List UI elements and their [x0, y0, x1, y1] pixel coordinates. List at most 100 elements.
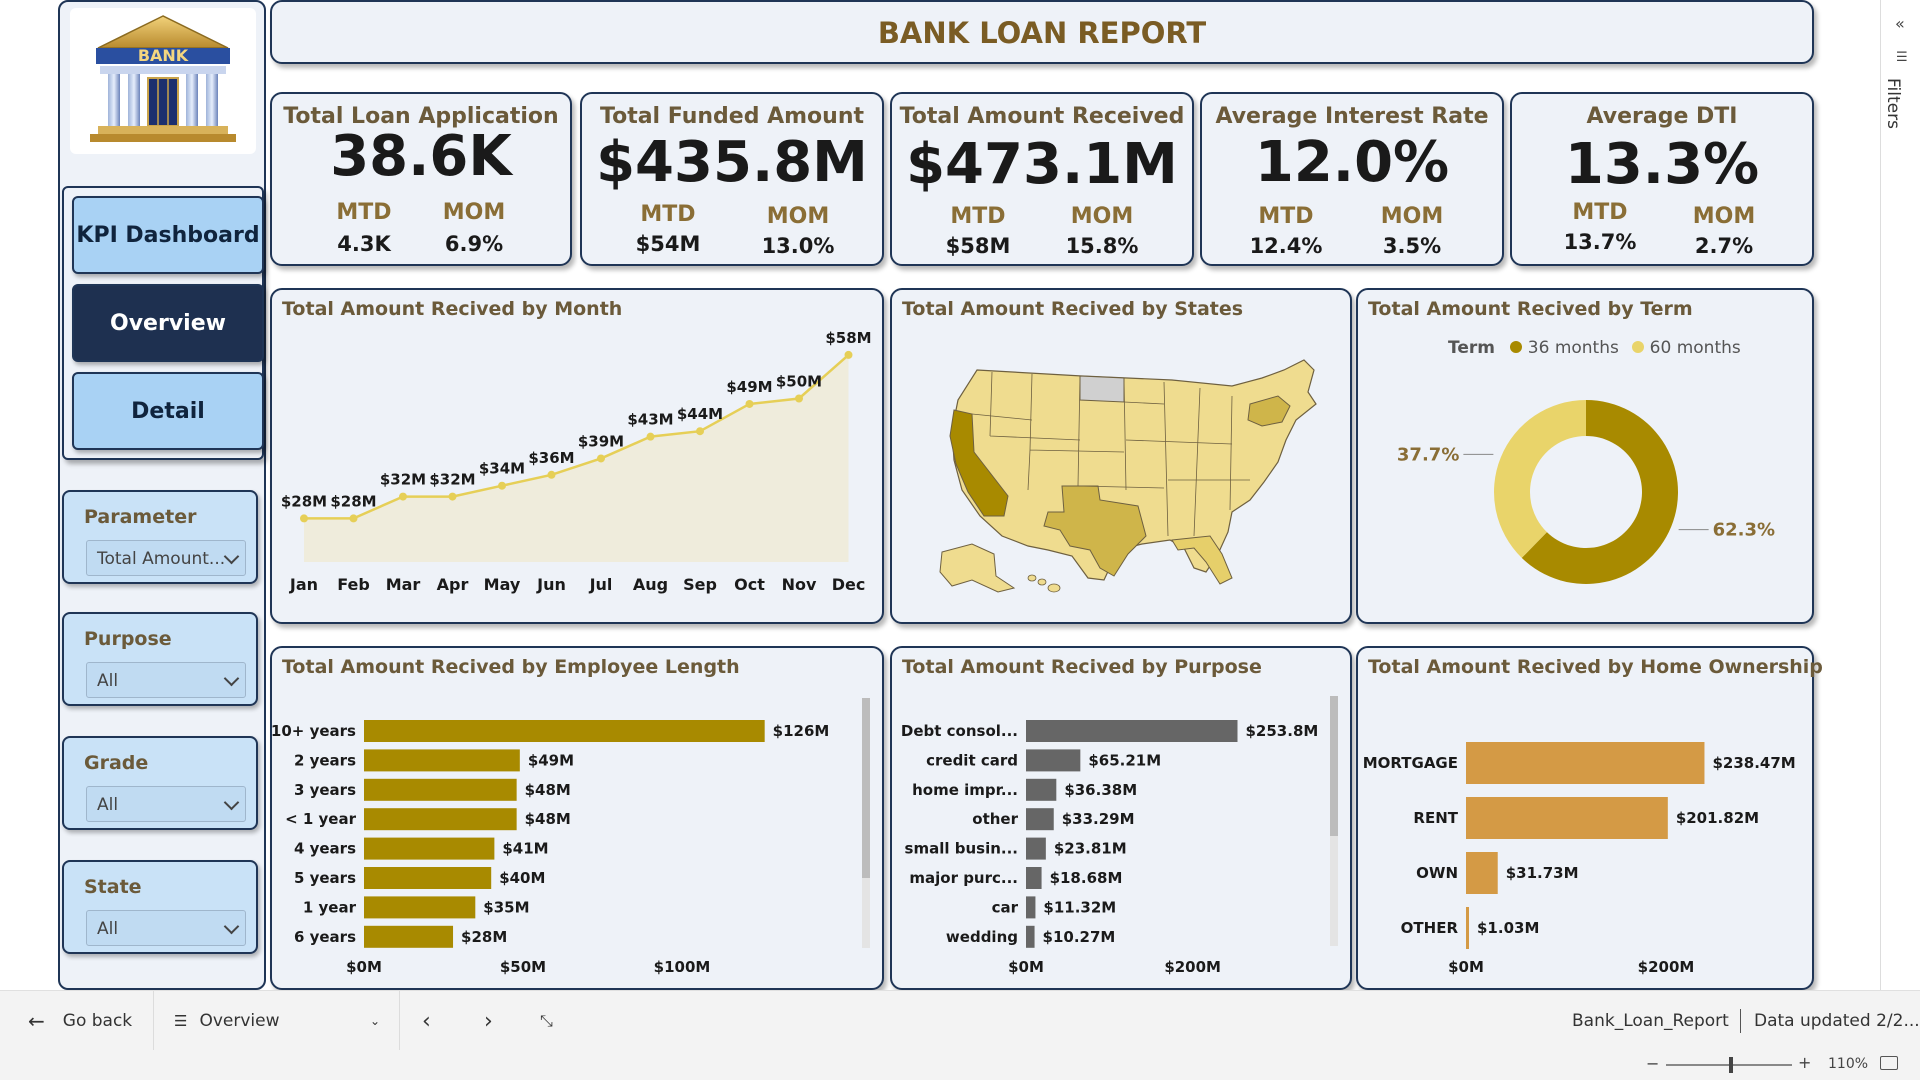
home-ownership-bar-chart: MORTGAGE $238.47M RENT $201.82M OWN $31.73M OT…	[1363, 742, 1796, 976]
data-point[interactable]	[646, 432, 655, 441]
kpi-value: $473.1M	[906, 132, 1178, 197]
next-page-button[interactable]: ›	[484, 1008, 493, 1034]
donut-slice[interactable]	[1494, 400, 1586, 558]
bar[interactable]	[1466, 797, 1668, 839]
x-tick-label: Dec	[832, 575, 866, 594]
donut-slice[interactable]	[1521, 400, 1678, 584]
kpi-dashboard-button[interactable]: KPI Dashboard	[72, 196, 264, 274]
bar[interactable]	[1026, 749, 1081, 772]
vertical-scrollbar[interactable]	[1330, 696, 1338, 946]
bar[interactable]	[1026, 837, 1046, 860]
kpi-mom-label: MOM	[442, 200, 506, 225]
zoom-slider-thumb[interactable]	[1729, 1057, 1733, 1073]
purpose-dropdown[interactable]: All	[86, 662, 246, 698]
bar[interactable]	[1026, 808, 1054, 831]
divider	[399, 991, 400, 1051]
x-tick-label: Mar	[386, 575, 421, 594]
bar[interactable]	[1026, 925, 1035, 948]
data-updated-text: Data updated 2/2...	[1754, 1011, 1920, 1031]
bar-value-label: $31.73M	[1506, 864, 1579, 882]
data-label: $32M	[380, 471, 426, 489]
collapse-view-icon[interactable]: ⤡	[540, 1011, 553, 1030]
zoom-out-button[interactable]: −	[1646, 1054, 1660, 1073]
data-point[interactable]	[844, 350, 853, 359]
fit-to-page-icon[interactable]	[1880, 1056, 1898, 1070]
map-florida	[1171, 535, 1233, 585]
category-label: 6 years	[294, 928, 356, 946]
data-point[interactable]	[448, 492, 457, 501]
detail-button[interactable]: Detail	[72, 372, 264, 450]
kpi-title: Total Loan Application	[283, 104, 559, 129]
category-label: 10+ years	[272, 722, 356, 740]
kpi-mtd-value: $58M	[945, 234, 1011, 258]
bar[interactable]	[364, 720, 765, 742]
scrollbar-thumb[interactable]	[862, 698, 870, 878]
scrollbar-thumb[interactable]	[1330, 696, 1338, 836]
map-alaska	[939, 543, 1016, 593]
kpi-average-interest-rate: Average Interest Rate 12.0% MTD MOM 12.4…	[1200, 92, 1504, 266]
slicer-title: Grade	[84, 752, 149, 774]
bar[interactable]	[1026, 896, 1036, 919]
bar[interactable]	[364, 749, 520, 772]
bar[interactable]	[364, 896, 476, 919]
slicer-state: State All	[62, 860, 258, 954]
kpi-mom-label: MOM	[1380, 204, 1444, 229]
filters-label[interactable]: Filters	[1883, 78, 1903, 129]
filters-pane[interactable]: « ☰ Filters	[1880, 0, 1920, 990]
go-back-button[interactable]: ← Go back	[28, 991, 152, 1051]
overview-button[interactable]: Overview	[72, 284, 264, 362]
bar[interactable]	[364, 837, 495, 860]
vertical-scrollbar[interactable]	[862, 698, 870, 948]
chevron-down-icon	[223, 794, 240, 811]
category-label: Debt consol...	[901, 722, 1018, 740]
state-dropdown[interactable]: All	[86, 910, 246, 946]
data-point[interactable]	[300, 514, 308, 523]
previous-page-button[interactable]: ‹	[422, 1008, 431, 1034]
kpi-mom-value: 13.0%	[761, 234, 835, 258]
bar[interactable]	[364, 778, 517, 801]
bar[interactable]	[1026, 867, 1042, 889]
bank-logo: BANK	[70, 8, 256, 154]
x-tick-label: $50M	[500, 958, 546, 976]
us-map	[939, 359, 1317, 593]
data-point[interactable]	[399, 492, 407, 501]
bar[interactable]	[364, 808, 517, 831]
dropdown-value: All	[97, 795, 119, 815]
bar[interactable]	[1466, 742, 1705, 784]
page-selector[interactable]: ☰ Overview ⌄	[174, 991, 384, 1051]
page-selector-value: Overview	[199, 1011, 280, 1031]
data-point[interactable]	[745, 399, 754, 408]
chart-amount-by-states: Total Amount Recived by States	[890, 288, 1352, 624]
chevron-down-icon: ⌄	[369, 1014, 380, 1028]
report-canvas: BANK KPI Dashboard Overview Detail Param…	[58, 0, 1920, 990]
category-label: car	[992, 898, 1019, 916]
chevron-down-icon	[223, 670, 240, 687]
data-point[interactable]	[795, 394, 803, 403]
bar[interactable]	[1466, 907, 1469, 949]
zoom-level: 110%	[1828, 1056, 1869, 1072]
bar-value-label: $28M	[461, 928, 507, 946]
zoom-in-button[interactable]: +	[1798, 1053, 1812, 1072]
bar[interactable]	[1026, 720, 1238, 742]
x-tick-label: $200M	[1164, 958, 1221, 976]
bar-value-label: $48M	[525, 781, 571, 799]
grade-dropdown[interactable]: All	[86, 786, 246, 822]
parameter-dropdown[interactable]: Total Amount...	[86, 540, 246, 576]
data-label: $28M	[281, 492, 327, 510]
bar[interactable]	[364, 925, 454, 948]
area-fill	[304, 354, 849, 562]
data-point[interactable]	[696, 427, 704, 436]
data-point[interactable]	[349, 514, 358, 523]
category-label: home impr...	[912, 781, 1018, 799]
category-label: < 1 year	[285, 810, 357, 828]
dropdown-value: All	[97, 919, 119, 939]
data-point[interactable]	[547, 470, 556, 479]
data-point[interactable]	[498, 481, 506, 490]
collapse-icon[interactable]: «	[1895, 14, 1905, 33]
category-label: 1 year	[303, 898, 357, 916]
bar[interactable]	[1026, 778, 1057, 801]
data-point[interactable]	[597, 454, 605, 463]
bar[interactable]	[364, 867, 492, 889]
bar[interactable]	[1466, 852, 1498, 894]
chart-title: Total Amount Recived by Home Ownership	[1368, 656, 1823, 678]
